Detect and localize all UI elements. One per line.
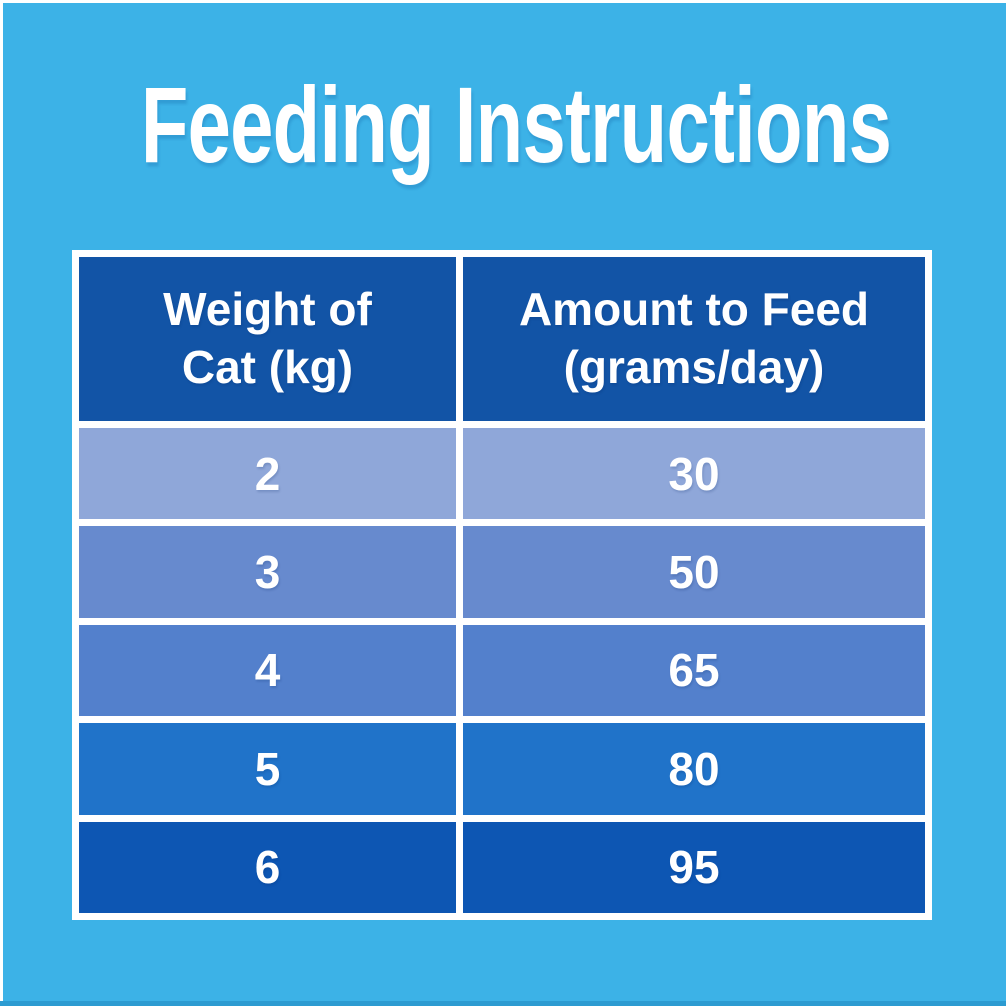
feeding-instructions-table: Weight of Cat (kg) Amount to Feed (grams… xyxy=(72,250,932,920)
table-row-4-weight-cell: 5 xyxy=(79,723,456,815)
table-row-1-amount-cell: 30 xyxy=(463,428,925,520)
column-header-amount: Amount to Feed (grams/day) xyxy=(463,257,925,421)
left-edge-divider xyxy=(0,0,3,1006)
table-row-4-amount-cell: 80 xyxy=(463,723,925,815)
table-row-1-weight-cell: 2 xyxy=(79,428,456,520)
top-edge-divider xyxy=(0,0,1006,3)
table-row-5-amount-cell: 95 xyxy=(463,821,925,913)
table-row-2-weight-cell: 3 xyxy=(79,526,456,618)
table-row-5-weight-cell: 6 xyxy=(79,821,456,913)
column-header-weight: Weight of Cat (kg) xyxy=(79,257,456,421)
page-title: Feeding Instructions xyxy=(140,64,892,185)
table-row-3-amount-cell: 65 xyxy=(463,624,925,717)
bottom-edge-divider xyxy=(0,1001,1006,1006)
table-row-2-amount-cell: 50 xyxy=(463,526,925,618)
table-row-3-weight-cell: 4 xyxy=(79,624,456,717)
